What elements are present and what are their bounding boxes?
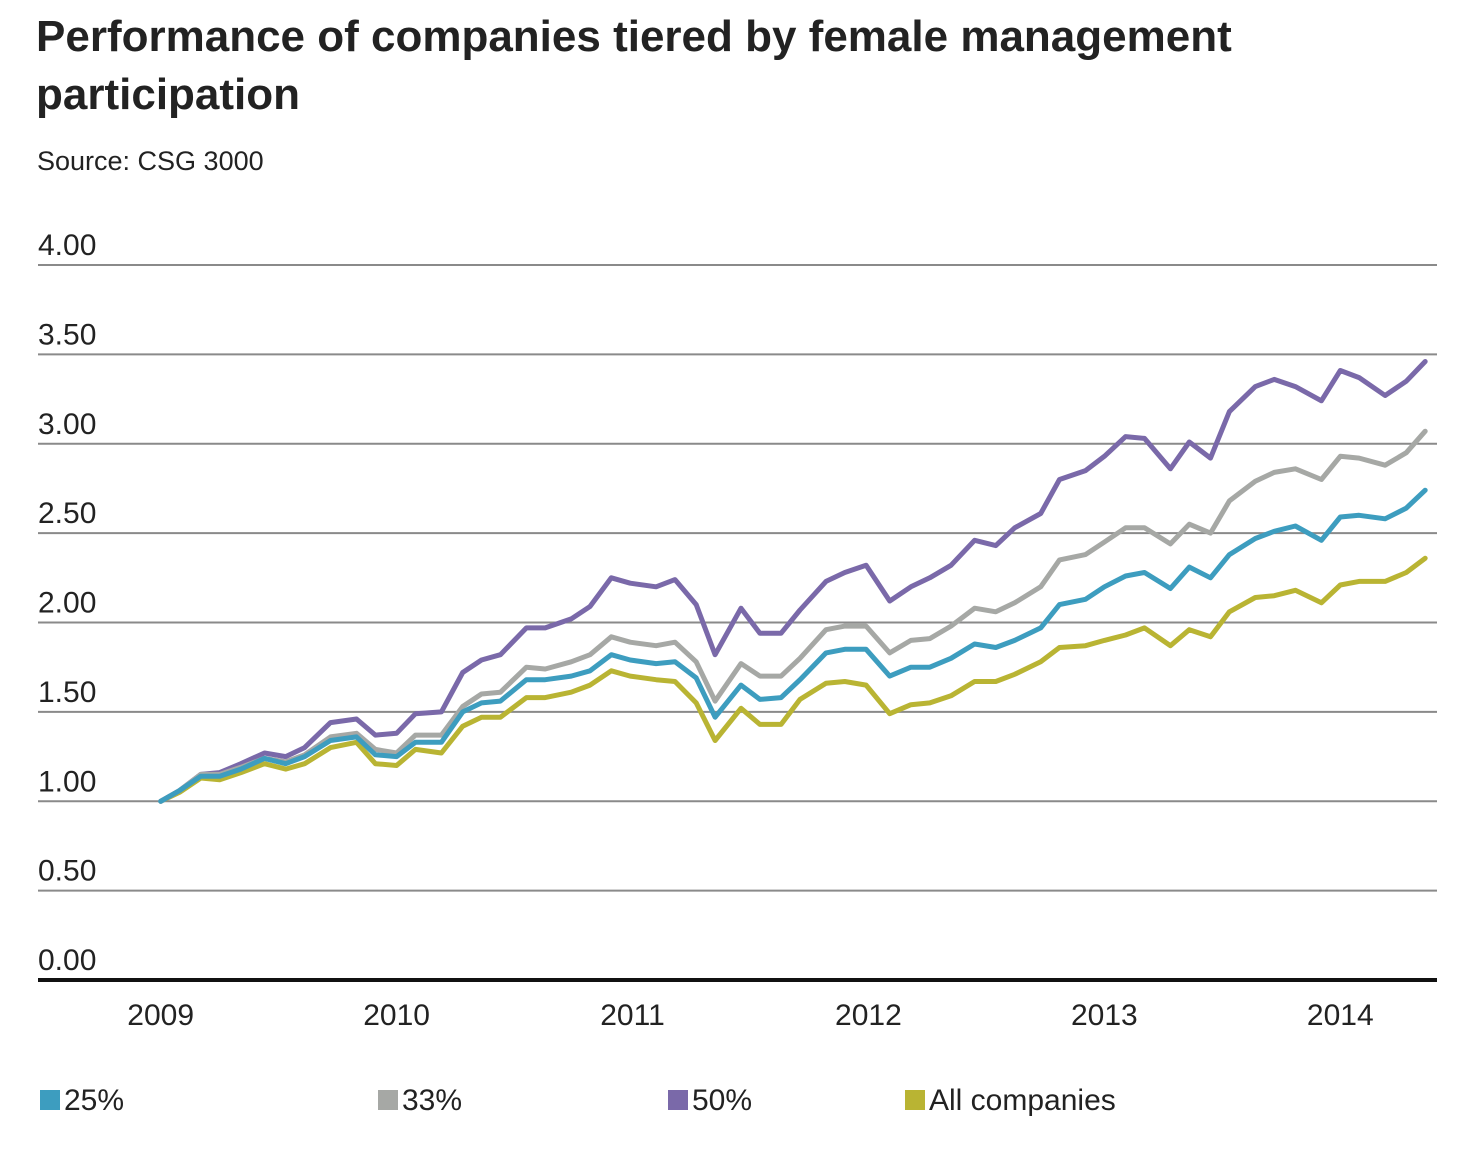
y-tick-label: 2.00 [38,587,96,620]
x-tick-label: 2009 [127,999,194,1032]
legend-label: All companies [929,1084,1116,1117]
x-tick-label: 2014 [1307,999,1374,1032]
legend-label: 50% [692,1084,752,1117]
y-tick-label: 1.00 [38,765,96,798]
chart-title: Performance of companies tiered by femal… [36,12,1232,119]
legend-label: 33% [402,1084,462,1117]
y-tick-label: 3.50 [38,318,96,351]
x-tick-label: 2012 [835,999,902,1032]
legend-swatch [378,1090,398,1110]
chart-subtitle: Source: CSG 3000 [37,146,264,176]
x-tick-label: 2011 [600,999,665,1032]
x-tick-label: 2013 [1071,999,1138,1032]
x-tick-label: 2010 [363,999,430,1032]
y-tick-label: 0.50 [38,855,96,888]
legend-swatch [905,1090,925,1110]
y-tick-label: 4.00 [38,229,96,262]
series-line [158,555,1428,804]
legend-swatch [40,1090,60,1110]
legend-swatch [668,1090,688,1110]
y-tick-label: 3.00 [38,408,96,441]
y-tick-label: 0.00 [38,944,96,977]
series-line [158,359,1428,804]
series-line [158,487,1428,804]
legend-label: 25% [64,1084,124,1117]
y-tick-label: 2.50 [38,497,96,530]
y-tick-label: 1.50 [38,676,96,709]
series-line [158,428,1428,804]
